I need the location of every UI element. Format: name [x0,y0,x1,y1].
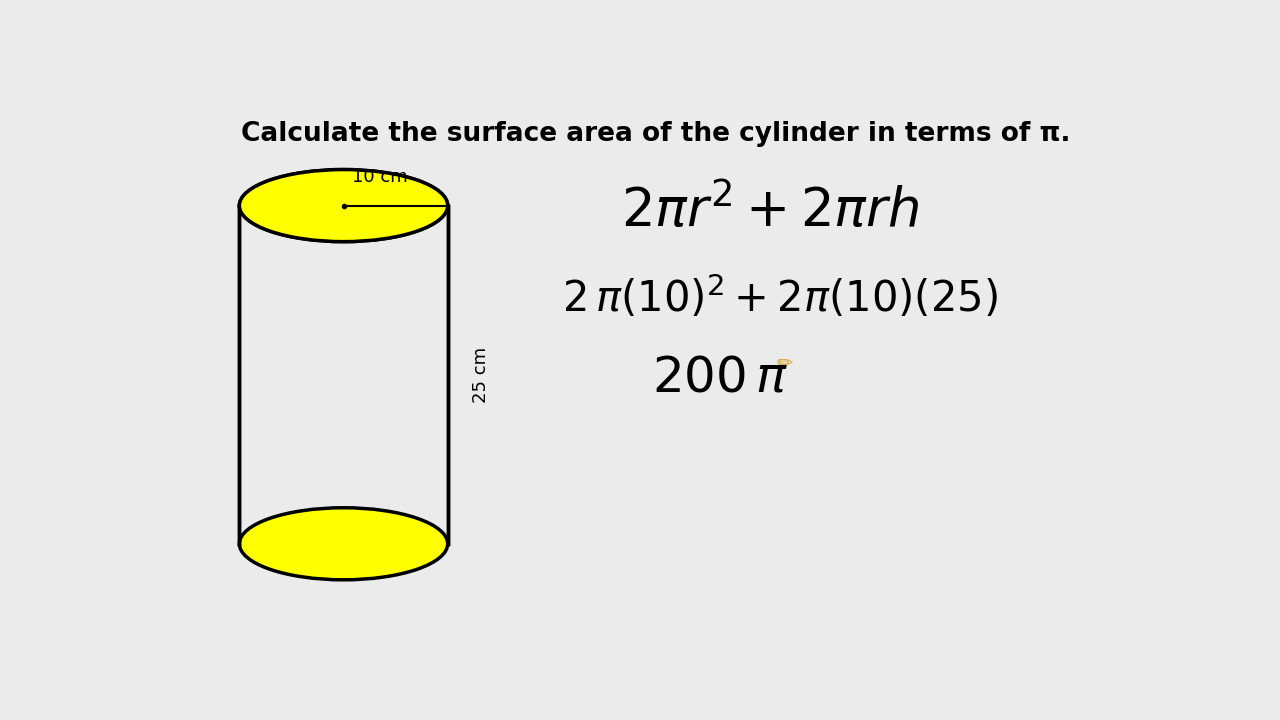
Ellipse shape [239,169,448,242]
Text: $2\pi r^2 + 2\pi rh$: $2\pi r^2 + 2\pi rh$ [621,184,919,238]
Text: Calculate the surface area of the cylinder in terms of π.: Calculate the surface area of the cylind… [241,120,1071,147]
Ellipse shape [239,169,448,242]
Text: 25 cm: 25 cm [472,346,490,402]
Ellipse shape [239,508,448,580]
Text: $2\,\pi(10)^2 + 2\pi(10)(25)$: $2\,\pi(10)^2 + 2\pi(10)(25)$ [562,274,998,321]
Text: $200\,\pi$: $200\,\pi$ [653,353,788,402]
Text: 10 cm: 10 cm [352,168,408,186]
Polygon shape [239,206,448,544]
Text: ✏: ✏ [777,354,794,373]
